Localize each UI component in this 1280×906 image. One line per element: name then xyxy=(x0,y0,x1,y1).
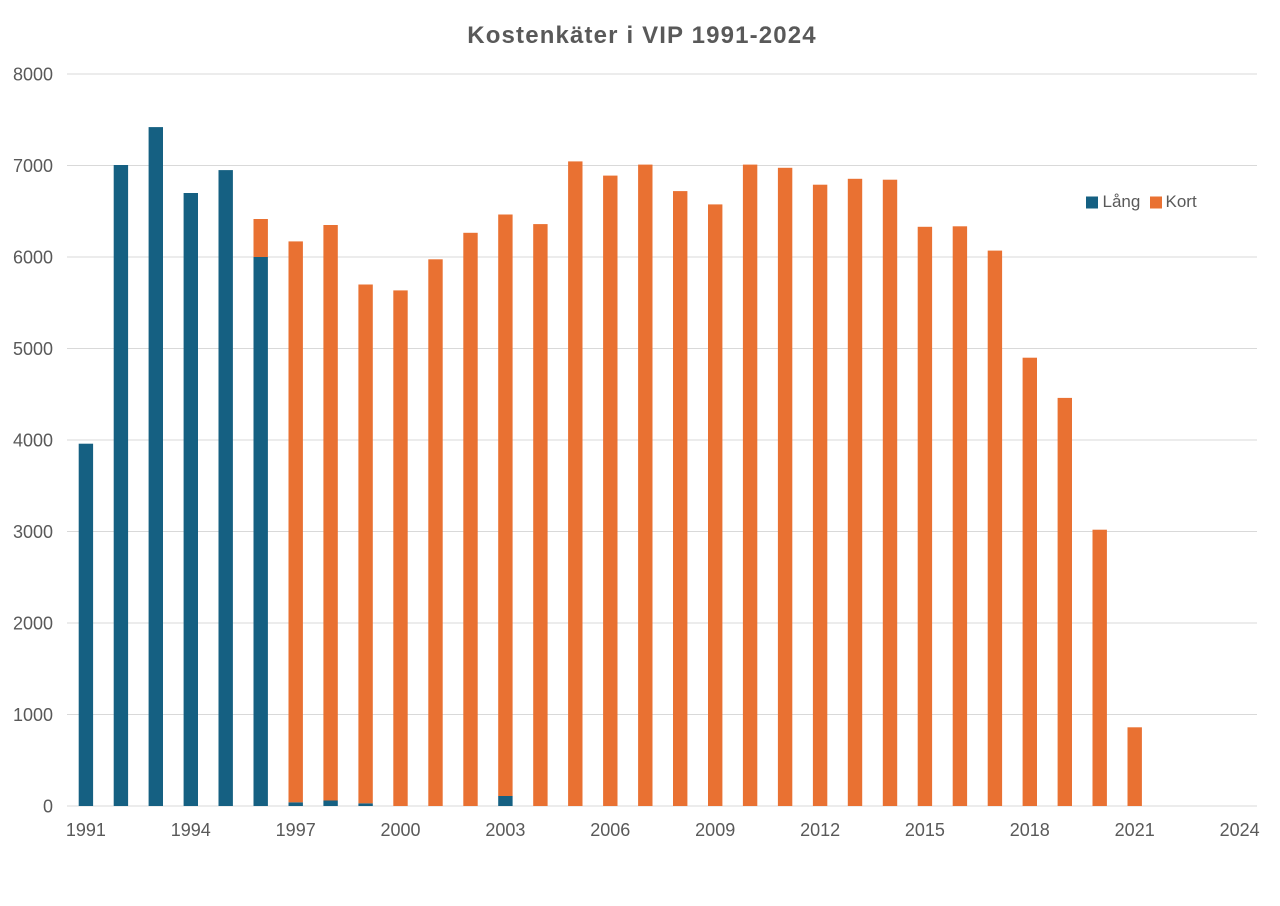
svg-text:Lång: Lång xyxy=(1103,192,1141,211)
svg-text:0: 0 xyxy=(43,797,53,817)
svg-text:1991: 1991 xyxy=(66,820,106,840)
svg-text:2018: 2018 xyxy=(1010,820,1050,840)
svg-text:2024: 2024 xyxy=(1220,820,1260,840)
svg-text:Kostenkäter i VIP 1991-2024: Kostenkäter i VIP 1991-2024 xyxy=(467,22,816,49)
svg-text:1000: 1000 xyxy=(13,705,53,725)
svg-text:7000: 7000 xyxy=(13,156,53,176)
svg-text:6000: 6000 xyxy=(13,248,53,268)
svg-text:Kort: Kort xyxy=(1166,192,1197,211)
svg-text:2000: 2000 xyxy=(380,820,420,840)
svg-text:1997: 1997 xyxy=(276,820,316,840)
svg-text:2009: 2009 xyxy=(695,820,735,840)
svg-text:8000: 8000 xyxy=(13,65,53,85)
svg-text:2021: 2021 xyxy=(1115,820,1155,840)
svg-text:5000: 5000 xyxy=(13,339,53,359)
svg-text:2000: 2000 xyxy=(13,614,53,634)
svg-text:2015: 2015 xyxy=(905,820,945,840)
svg-text:3000: 3000 xyxy=(13,522,53,542)
svg-text:2012: 2012 xyxy=(800,820,840,840)
svg-text:2006: 2006 xyxy=(590,820,630,840)
svg-text:4000: 4000 xyxy=(13,431,53,451)
svg-text:2003: 2003 xyxy=(485,820,525,840)
svg-text:1994: 1994 xyxy=(171,820,211,840)
